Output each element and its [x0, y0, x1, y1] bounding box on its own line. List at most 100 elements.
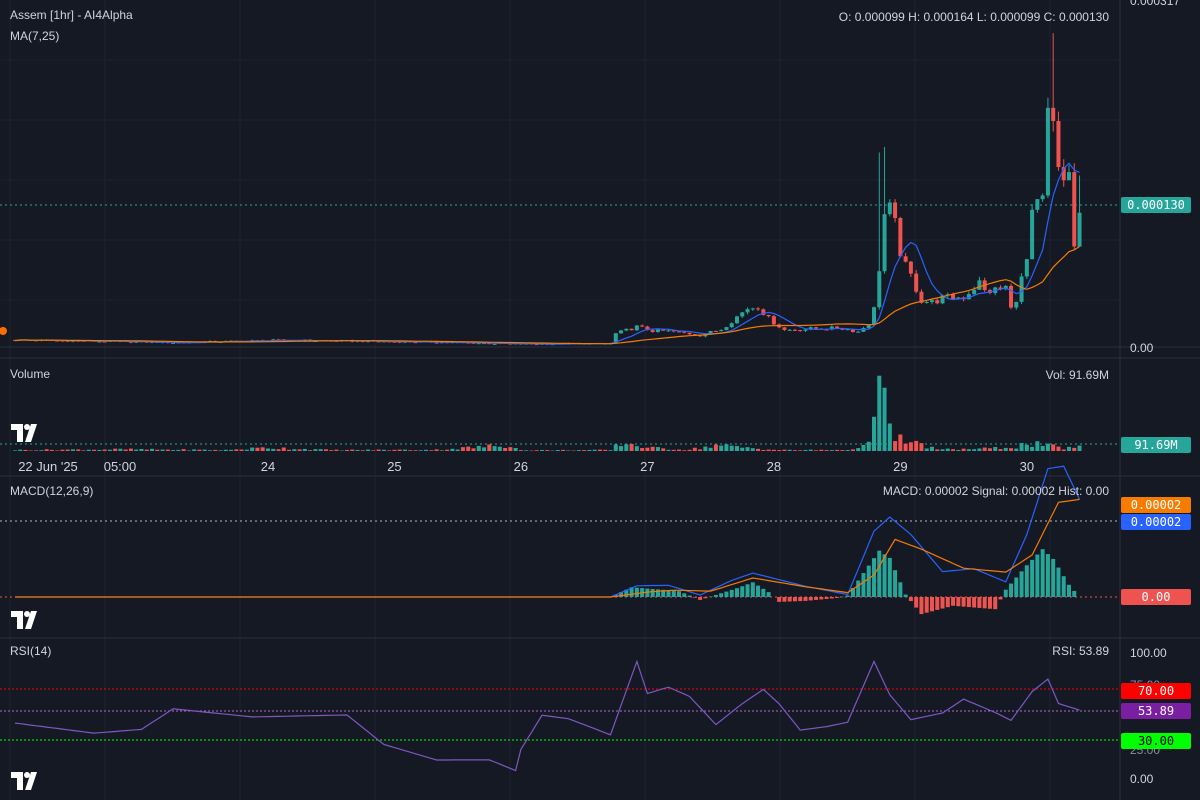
volume-bar [550, 450, 555, 452]
candle-body [713, 330, 718, 332]
candle-body [1035, 199, 1040, 210]
candle-body [840, 328, 845, 330]
candle-body [972, 289, 977, 295]
macd-hist-bar [1072, 590, 1077, 597]
macd-hist-bar [940, 597, 945, 609]
volume-bar [176, 449, 181, 451]
candle-body [1051, 107, 1056, 122]
volume-bar [956, 449, 961, 451]
volume-bar [761, 449, 766, 451]
macd-hist-bar [713, 594, 718, 597]
macd-hist-bar [782, 597, 787, 602]
candle-body [977, 280, 982, 290]
volume-bar [150, 448, 155, 451]
candle-body [872, 307, 877, 325]
candle-body [439, 342, 444, 344]
volume-bar [497, 446, 502, 451]
volume-bar [213, 449, 218, 451]
volume-bar [244, 449, 249, 451]
candle-body [434, 342, 439, 344]
candle-body [692, 334, 697, 336]
rsi-axis-0: 0.00 [1130, 772, 1154, 786]
volume-bar [265, 448, 270, 451]
macd-hist-bar [666, 590, 671, 597]
candle-body [787, 329, 792, 331]
macd-hist-bar [829, 597, 834, 599]
time-axis-label: 24 [260, 459, 276, 474]
macd-hist-bar [1003, 589, 1008, 597]
volume-bar [750, 448, 755, 451]
rsi-overbought-badge: 70.00 [1121, 683, 1191, 699]
volume-bar [371, 450, 376, 451]
volume-bar [719, 445, 724, 451]
volume-bar [740, 447, 745, 451]
volume-bar [993, 446, 998, 451]
macd-hist-bar [956, 597, 961, 607]
macd-hist-bar [787, 597, 792, 602]
volume-bar [914, 440, 919, 451]
volume-bar [524, 450, 529, 451]
volume-bar [339, 450, 344, 452]
macd-hist-bar [808, 597, 813, 601]
volume-bar [128, 448, 133, 451]
candle-body [1056, 121, 1061, 168]
volume-bar [819, 449, 824, 451]
volume-bar [566, 450, 571, 451]
volume-bar [70, 449, 75, 451]
volume-bar [192, 449, 197, 451]
volume-bar [260, 447, 265, 451]
volume-bar [302, 448, 307, 451]
candle-body [55, 340, 60, 342]
time-axis-label: 30 [1019, 459, 1035, 474]
volume-bar [292, 449, 297, 451]
candle-body [413, 342, 418, 344]
volume-bar [276, 449, 281, 451]
candle-body [171, 342, 176, 344]
macd-hist-bar [845, 595, 850, 597]
volume-bar [792, 450, 797, 451]
volume-bar [202, 449, 207, 451]
volume-bar [1035, 441, 1040, 451]
volume-bar [835, 449, 840, 451]
candle-body [271, 339, 276, 341]
volume-bar [903, 443, 908, 451]
tradingview-logo-icon [11, 424, 37, 442]
candle-body [482, 343, 487, 345]
macd-hist-bar [1009, 583, 1014, 597]
candle-body [893, 202, 898, 219]
macd-hist-bar [655, 589, 660, 597]
candle-body [924, 301, 929, 303]
macd-hist-bar [966, 597, 971, 608]
rsi-axis-100: 100.00 [1130, 646, 1167, 660]
candle-body [698, 335, 703, 337]
volume-bar [1045, 443, 1050, 451]
volume-bar [1067, 446, 1071, 451]
macd-hist-bar [766, 592, 771, 597]
time-axis-label: 25 [387, 459, 402, 474]
volume-bar [529, 450, 534, 452]
time-axis-label: 22 Jun '25 [18, 459, 78, 474]
candle-body [1009, 285, 1014, 308]
volume-bar [840, 450, 845, 451]
reference-lines [0, 204, 1120, 741]
volume-bar [55, 450, 60, 451]
candle-body [376, 341, 381, 343]
volume-bar [882, 387, 887, 451]
candle-body [640, 325, 645, 327]
macd-hist-bar [692, 597, 697, 598]
signal-badge: 0.00002 [1121, 514, 1191, 530]
candle-body [724, 327, 729, 331]
volume-bar [803, 449, 808, 451]
volume-bar [92, 449, 97, 451]
candle-body [761, 309, 766, 315]
volume-bar [350, 449, 355, 451]
candle-body [940, 295, 945, 304]
volume-bar [1040, 445, 1045, 451]
macd-hist-bar [1067, 584, 1071, 597]
volume-bar [476, 445, 481, 451]
macd-readout: MACD: 0.00002 Signal: 0.00002 Hist: 0.00 [882, 484, 1109, 498]
macd-hist-bar [629, 587, 634, 597]
candle-body [914, 273, 919, 292]
volume-bar [571, 450, 576, 452]
